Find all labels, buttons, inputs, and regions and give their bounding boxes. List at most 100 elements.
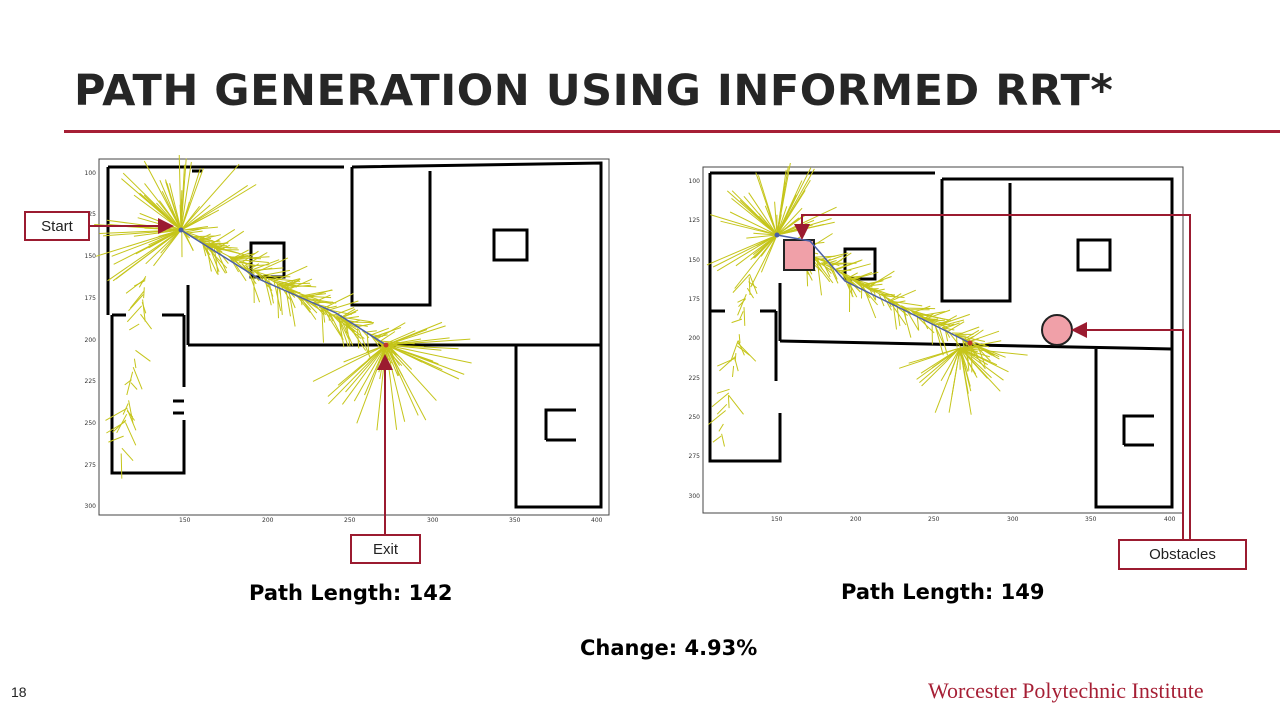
y-tick-label: 275	[85, 462, 97, 469]
tree-edge	[834, 259, 863, 271]
tree-edge	[385, 330, 416, 345]
tree-edge	[251, 268, 272, 285]
tree-edge	[276, 283, 279, 319]
tree-edge	[920, 311, 946, 317]
tree-edge	[727, 395, 730, 409]
tree-edge	[934, 323, 944, 356]
tree-edge	[254, 270, 268, 280]
x-tick-label: 300	[1007, 516, 1019, 523]
tree-edge	[312, 344, 387, 382]
y-tick-label: 125	[85, 211, 97, 218]
tree-edge	[279, 284, 317, 288]
tree-edge	[138, 276, 147, 288]
change-percentage: Change: 4.93%	[580, 636, 758, 660]
tree-edge	[180, 161, 192, 231]
left-x-tick-labels: 150 200 250 300 350 400	[179, 517, 603, 524]
tree-edge	[776, 214, 782, 236]
tree-edge	[252, 259, 280, 271]
tree-edge	[234, 259, 245, 269]
tree-edge	[959, 343, 986, 349]
tree-edge	[883, 295, 905, 298]
x-tick-label: 200	[262, 517, 274, 524]
y-tick-label: 100	[85, 170, 97, 177]
tree-edge	[343, 344, 387, 363]
tree-edge	[208, 228, 236, 247]
y-tick-label: 225	[689, 375, 701, 382]
tree-edge	[326, 300, 359, 312]
tree-edge	[749, 274, 758, 295]
tree-edge	[852, 271, 879, 280]
tree-edge	[913, 305, 931, 313]
tree-edge	[217, 244, 231, 252]
tree-edge	[129, 323, 140, 331]
tree-edge	[385, 344, 465, 375]
tree-edge	[278, 282, 311, 285]
square-obstacle-arrow	[794, 214, 1191, 541]
tree-edge	[216, 249, 236, 261]
tree-edge	[125, 422, 137, 446]
tree-edge	[966, 329, 984, 342]
tree-edge	[746, 287, 755, 299]
tree-edge	[385, 325, 446, 346]
y-tick-label: 225	[85, 378, 97, 385]
tree-edge	[250, 263, 260, 270]
tree-edge	[338, 317, 345, 348]
tree-edge	[948, 321, 965, 332]
tree-edge	[942, 327, 955, 331]
tree-edge	[267, 278, 299, 287]
tree-edge	[132, 367, 143, 390]
tree-edge	[720, 220, 778, 236]
right-path-length: Path Length: 149	[841, 580, 1045, 604]
tree-edge	[956, 335, 986, 342]
tree-edge	[180, 158, 187, 231]
tree-edge	[363, 331, 370, 339]
tree-edge	[942, 323, 955, 329]
tree-edge	[111, 229, 182, 257]
tree-edge	[287, 289, 319, 301]
tree-edge	[322, 293, 354, 310]
tree-edge	[959, 347, 977, 375]
tree-edge	[230, 256, 250, 258]
tree-edge	[926, 318, 953, 326]
tree-edge	[180, 204, 211, 231]
tree-edge	[385, 329, 428, 346]
tree-edge	[233, 256, 270, 260]
tree-edge	[718, 423, 724, 432]
tree-edge	[302, 297, 318, 314]
tree-edge	[959, 347, 972, 392]
tree-edge	[321, 308, 324, 343]
tree-edge	[165, 179, 182, 231]
tree-edge	[229, 256, 240, 273]
y-tick-label: 300	[85, 503, 97, 510]
tree-edge	[184, 228, 202, 233]
tree-edge	[736, 345, 751, 356]
tree-edge	[192, 235, 216, 238]
tree-edge	[341, 319, 356, 328]
tree-edge	[385, 344, 442, 351]
tree-edge	[839, 263, 871, 273]
left-rrt-map-plot: 150 200 250 300 350 400 100 125 150 175 …	[85, 155, 610, 524]
tree-edge	[934, 347, 961, 413]
tree-edge	[140, 313, 153, 330]
tree-edge	[233, 252, 256, 260]
tree-edge	[776, 180, 811, 236]
tree-edge	[287, 278, 313, 291]
tree-edge	[113, 229, 182, 265]
tree-edge	[955, 334, 978, 347]
slide-number: 18	[11, 684, 27, 700]
tree-edge	[850, 277, 861, 280]
right-x-tick-labels: 150 200 250 300 350 400	[771, 516, 1176, 523]
left-y-tick-labels: 100 125 150 175 200 225 250 275 300	[85, 170, 97, 510]
tree-edge	[380, 331, 396, 342]
tree-edge	[145, 229, 182, 265]
x-tick-label: 400	[591, 517, 603, 524]
x-tick-label: 200	[850, 516, 862, 523]
tree-edge	[905, 307, 936, 310]
tree-edge	[128, 294, 144, 312]
y-tick-label: 125	[689, 217, 701, 224]
tree-edge	[240, 250, 259, 264]
tree-edge	[734, 358, 739, 372]
tree-edge	[816, 252, 849, 261]
tree-edge	[311, 294, 331, 304]
